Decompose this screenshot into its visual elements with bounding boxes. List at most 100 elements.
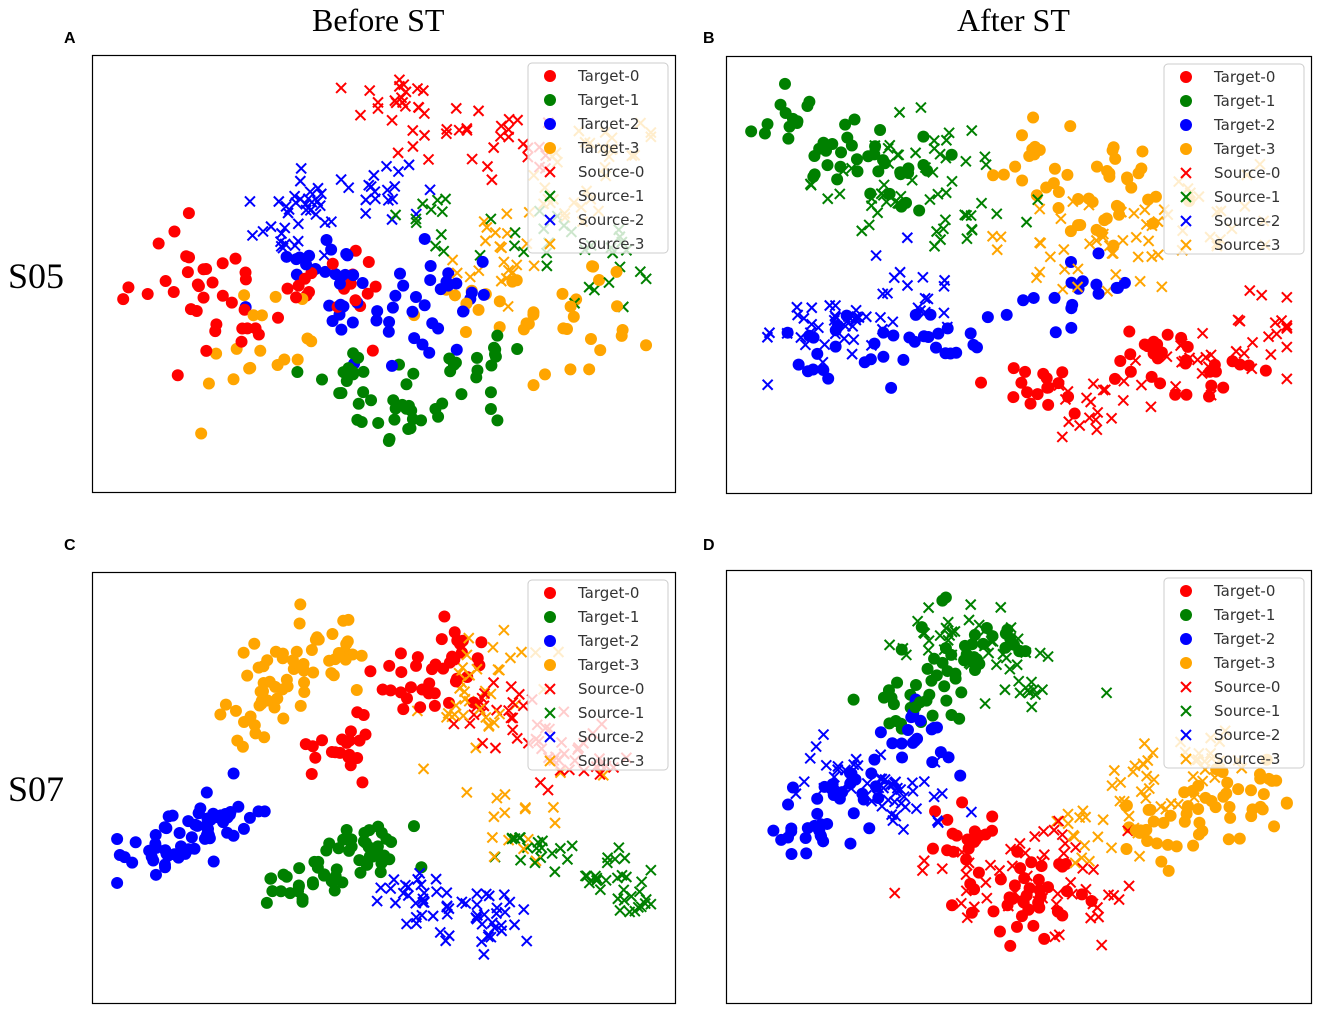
point-source-1 <box>566 840 578 852</box>
legend-label-target-3: Target-3 <box>577 139 639 157</box>
point-target-3 <box>1121 171 1134 184</box>
point-source-3 <box>1062 817 1074 830</box>
point-source-1 <box>1036 683 1049 696</box>
point-target-2 <box>111 832 124 845</box>
point-source-1 <box>991 208 1003 220</box>
point-source-2 <box>368 169 380 182</box>
legend-marker-source-1 <box>544 707 556 719</box>
point-source-1 <box>600 874 612 886</box>
point-target-2 <box>811 347 824 360</box>
point-source-1 <box>416 198 429 210</box>
legend-marker-source-0 <box>1180 681 1192 693</box>
legend-label-target-1: Target-1 <box>1213 606 1275 624</box>
point-source-0 <box>961 859 973 871</box>
point-target-2 <box>887 329 900 342</box>
point-source-0 <box>1019 847 1032 859</box>
point-source-2 <box>430 873 442 885</box>
point-source-1 <box>963 614 975 626</box>
point-source-0 <box>505 680 517 693</box>
point-target-1 <box>999 641 1012 654</box>
point-target-0 <box>1007 362 1020 375</box>
point-target-1 <box>388 413 401 426</box>
point-source-0 <box>506 724 519 736</box>
point-source-1 <box>1029 688 1042 701</box>
point-target-3 <box>1178 786 1191 799</box>
point-target-3 <box>1074 219 1087 232</box>
column-title-before: Before ST <box>312 2 445 38</box>
point-source-0 <box>505 712 517 724</box>
point-source-0 <box>507 696 519 709</box>
point-source-3 <box>528 260 540 272</box>
point-source-2 <box>471 898 483 911</box>
point-source-1 <box>942 616 954 628</box>
point-source-0 <box>1102 889 1115 901</box>
point-target-2 <box>182 843 195 856</box>
legend-label-source-2: Source-2 <box>1214 726 1280 744</box>
point-target-0 <box>309 751 322 764</box>
point-target-2 <box>1090 278 1103 291</box>
point-source-0 <box>495 120 507 132</box>
point-target-3 <box>195 427 208 440</box>
point-source-1 <box>871 207 884 219</box>
point-target-3 <box>1090 223 1103 236</box>
point-target-3 <box>269 290 282 303</box>
point-source-2 <box>932 816 945 829</box>
point-target-2 <box>924 308 937 321</box>
point-source-0 <box>487 676 500 689</box>
point-source-2 <box>895 797 907 810</box>
point-target-3 <box>1033 143 1046 156</box>
point-target-3 <box>294 661 307 674</box>
point-source-2 <box>388 873 400 886</box>
point-target-2 <box>917 330 930 343</box>
legend-marker-target-1 <box>544 611 556 623</box>
point-source-1 <box>934 233 947 246</box>
point-source-0 <box>1145 401 1157 413</box>
point-target-0 <box>1004 939 1017 952</box>
point-source-3 <box>1140 218 1153 231</box>
point-source-2 <box>879 773 891 786</box>
point-source-3 <box>464 271 476 283</box>
point-source-1 <box>966 223 978 235</box>
point-target-0 <box>1123 325 1136 338</box>
point-source-0 <box>354 109 367 121</box>
point-source-2 <box>850 311 862 323</box>
point-target-2 <box>340 248 353 261</box>
point-target-0 <box>236 322 249 335</box>
point-target-2 <box>185 831 198 844</box>
point-target-0 <box>141 287 154 300</box>
point-target-3 <box>1192 802 1205 815</box>
legend: Target-0 Target-1 Target-2 Target-3 Source-0… <box>527 62 669 254</box>
point-source-3 <box>519 801 532 814</box>
legend-marker-target-0 <box>1180 71 1192 83</box>
point-source-3 <box>547 801 560 814</box>
point-target-0 <box>929 805 942 818</box>
point-source-2 <box>936 787 948 800</box>
point-source-3 <box>1097 814 1109 826</box>
point-target-0 <box>1145 370 1158 383</box>
legend-marker-source-3 <box>1180 239 1192 251</box>
point-source-3 <box>1132 251 1144 263</box>
point-target-2 <box>895 737 908 750</box>
point-target-1 <box>758 127 771 140</box>
point-target-2 <box>914 714 927 727</box>
legend-label-source-2: Source-2 <box>578 211 644 229</box>
point-target-2 <box>207 855 220 868</box>
point-target-3 <box>1193 816 1206 829</box>
point-source-3 <box>1127 766 1139 778</box>
point-target-3 <box>238 289 251 302</box>
point-source-2 <box>912 302 924 314</box>
point-source-1 <box>880 196 893 208</box>
point-target-2 <box>408 332 421 345</box>
point-target-0 <box>325 745 338 758</box>
point-source-1 <box>985 635 997 647</box>
point-source-1 <box>518 246 530 258</box>
point-source-2 <box>889 776 902 788</box>
point-target-0 <box>475 636 488 649</box>
point-source-3 <box>463 632 475 644</box>
point-source-3 <box>1044 251 1057 263</box>
point-source-0 <box>1246 363 1258 375</box>
point-target-0 <box>366 344 379 357</box>
point-target-3 <box>1222 833 1235 846</box>
point-target-1 <box>347 368 360 381</box>
point-target-1 <box>778 77 791 90</box>
